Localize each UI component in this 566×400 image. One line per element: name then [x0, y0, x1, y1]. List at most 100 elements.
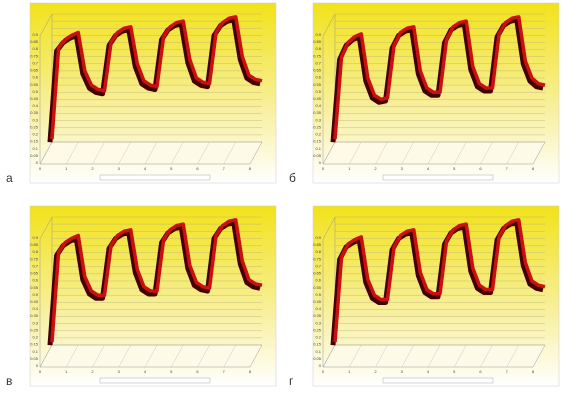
y-tick-label: 0.25	[313, 124, 322, 129]
y-tick-label: 0.2	[315, 335, 321, 340]
y-tick-label: 0.65	[313, 271, 322, 276]
chart-panel: 0 0.05 0.1 0.15 0.2 0.25 0.3 0.35 0.4 0.45 0.5 0.55…	[289, 2, 560, 185]
x-tick-label: 6	[196, 166, 199, 171]
y-tick-label: 0.75	[30, 53, 39, 58]
x-tick-label: 0	[322, 166, 325, 171]
x-tick-label: 8	[532, 369, 535, 374]
y-tick-label: 0.15	[30, 342, 39, 347]
x-tick-label: 8	[249, 166, 252, 171]
y-tick-label: 0.55	[30, 285, 39, 290]
y-tick-label: 0.5	[32, 292, 38, 297]
y-tick-label: 0.35	[30, 313, 39, 318]
x-grid-line	[197, 344, 210, 368]
y-tick-label: 0.35	[313, 313, 322, 318]
y-tick-label: 0.9	[315, 235, 321, 240]
x-grid-line	[375, 344, 388, 368]
y-tick-label: 0.75	[30, 256, 39, 261]
x-tick-label: 4	[427, 166, 430, 171]
y-tick-label: 0.35	[313, 110, 322, 115]
y-tick-label: 0.7	[32, 60, 38, 65]
y-tick-label: 0.15	[30, 139, 39, 144]
x-grid-line	[171, 141, 184, 165]
x-grid-line	[401, 141, 414, 165]
x-grid-line	[454, 141, 467, 165]
x-tick-label: 5	[453, 369, 456, 374]
y-tick-label: 0.85	[313, 39, 322, 44]
x-tick-label: 6	[479, 166, 482, 171]
y-tick-label: 0.2	[315, 132, 321, 137]
x-grid-line	[249, 344, 263, 368]
x-grid-line	[66, 344, 79, 368]
x-grid-line	[118, 344, 131, 368]
y-tick-label: 0.65	[30, 68, 39, 73]
x-grid-line	[144, 344, 158, 368]
x-tick-label: 1	[65, 166, 68, 171]
x-grid-line	[427, 141, 441, 165]
y-tick-label: 0.05	[313, 153, 322, 158]
y-tick-label: 0.9	[32, 32, 38, 37]
y-tick-label: 0.75	[313, 53, 322, 58]
x-grid-line	[197, 141, 210, 165]
legend-box	[99, 174, 211, 181]
x-tick-label: 7	[223, 166, 226, 171]
x-tick-label: 1	[348, 369, 351, 374]
x-grid-line	[66, 141, 79, 165]
x-grid-line	[118, 141, 131, 165]
y-tick-label: 0.6	[315, 75, 321, 80]
y-tick-label: 0.25	[30, 327, 39, 332]
y-tick-label: 0.7	[315, 263, 321, 268]
x-grid-line	[506, 344, 519, 368]
x-grid-line	[322, 344, 336, 368]
x-tick-label: 6	[479, 369, 482, 374]
y-tick-label: 0.3	[315, 320, 321, 325]
y-tick-label: 0.1	[315, 349, 321, 354]
x-tick-label: 2	[91, 369, 94, 374]
y-tick-label: 0.1	[315, 146, 321, 151]
x-grid-line	[223, 141, 236, 165]
y-tick-label: 0.3	[32, 117, 38, 122]
y-tick-label: 0.5	[32, 89, 38, 94]
panel-label: г	[289, 374, 294, 388]
x-grid-line	[92, 344, 105, 368]
y-tick-label: 0.05	[30, 153, 39, 158]
y-tick-label: 0.05	[30, 356, 39, 361]
x-grid-line	[427, 344, 441, 368]
x-grid-line	[532, 344, 546, 368]
y-tick-label: 0.7	[32, 263, 38, 268]
legend-box	[382, 174, 494, 181]
legend-box	[99, 377, 211, 384]
y-tick-label: 0.45	[313, 96, 322, 101]
x-tick-label: 2	[374, 369, 377, 374]
x-tick-label: 8	[532, 166, 535, 171]
y-tick-label: 0.55	[313, 82, 322, 87]
y-tick-label: 0.5	[315, 89, 321, 94]
y-tick-label: 0.7	[315, 60, 321, 65]
y-tick-label: 0.55	[30, 82, 39, 87]
x-tick-label: 5	[453, 166, 456, 171]
y-tick-label: 0.65	[30, 271, 39, 276]
y-tick-label: 0.4	[315, 306, 321, 311]
x-tick-label: 0	[39, 369, 42, 374]
y-tick-label: 0.6	[32, 278, 38, 283]
x-tick-label: 2	[91, 166, 94, 171]
y-tick-label: 0.25	[30, 124, 39, 129]
y-tick-label: 0.75	[313, 256, 322, 261]
series-line	[50, 218, 263, 343]
legend-box	[382, 377, 494, 384]
y-tick-label: 0.5	[315, 292, 321, 297]
y-tick-label: 0.4	[32, 103, 38, 108]
y-tick-label: 0.6	[32, 75, 38, 80]
x-tick-label: 4	[427, 369, 430, 374]
series-line	[333, 218, 546, 343]
y-tick-label: 0.2	[32, 132, 38, 137]
y-tick-label: 0.05	[313, 356, 322, 361]
y-tick-label: 0.55	[313, 285, 322, 290]
y-tick-label: 0.4	[32, 306, 38, 311]
x-grid-line	[532, 141, 546, 165]
y-tick-label: 0.85	[30, 39, 39, 44]
y-tick-label: 0.4	[315, 103, 321, 108]
y-tick-label: 0	[36, 363, 39, 368]
x-grid-line	[349, 141, 362, 165]
chart-panel: 0 0.05 0.1 0.15 0.2 0.25 0.3 0.35 0.4 0.45 0.5 0.55…	[6, 2, 277, 185]
x-tick-label: 2	[374, 166, 377, 171]
